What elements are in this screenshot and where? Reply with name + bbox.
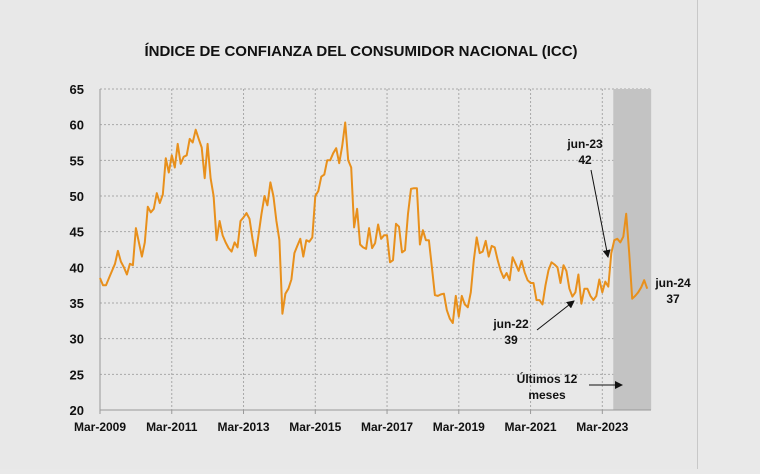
annotation-jun23-arrow [590, 169, 611, 258]
x-tick-label: Mar-2013 [218, 420, 270, 434]
x-tick-label: Mar-2017 [361, 420, 413, 434]
icc-line-chart: ÍNDICE DE CONFIANZA DEL CONSUMIDOR NACIO… [70, 43, 691, 434]
annotation-jun22-arrow [536, 300, 575, 331]
x-axis-ticks: Mar-2009 Mar-2011 Mar-2013 Mar-2015 Mar-2017… [74, 410, 629, 434]
x-tick-label: Mar-2023 [576, 420, 628, 434]
chart-title: ÍNDICE DE CONFIANZA DEL CONSUMIDOR NACIO… [144, 43, 577, 60]
gridlines [100, 88, 652, 410]
x-tick-label: Mar-2021 [505, 420, 557, 434]
shade-label-line1: Últimos 12 [517, 371, 578, 386]
shade-label-line2: meses [528, 388, 566, 402]
annotation-jun24-value: 37 [666, 292, 680, 306]
y-tick-label: 30 [70, 332, 84, 347]
annotation-jun22-value: 39 [504, 333, 518, 347]
y-tick-label: 20 [70, 403, 84, 418]
last-12-months-shade [613, 89, 652, 410]
y-tick-label: 60 [70, 118, 84, 133]
x-tick-label: Mar-2009 [74, 420, 126, 434]
y-tick-label: 65 [70, 82, 84, 97]
y-tick-label: 55 [70, 153, 84, 168]
x-tick-label: Mar-2019 [433, 420, 485, 434]
y-tick-label: 45 [70, 225, 84, 240]
annotation-jun23-value: 42 [578, 153, 592, 167]
x-tick-label: Mar-2011 [146, 420, 198, 434]
annotation-jun23-label: jun-23 [566, 137, 603, 151]
series-line-icc [99, 121, 649, 324]
y-axis-ticks: 20 25 30 35 40 45 50 55 60 65 [70, 82, 84, 418]
y-tick-label: 25 [70, 367, 84, 382]
y-tick-label: 50 [70, 189, 84, 204]
annotation-jun22-label: jun-22 [492, 317, 529, 331]
y-tick-label: 40 [70, 260, 84, 275]
annotation-jun24-label: jun-24 [654, 276, 691, 290]
y-tick-label: 35 [70, 296, 84, 311]
chart-frame: ÍNDICE DE CONFIANZA DEL CONSUMIDOR NACIO… [69, 0, 698, 469]
x-tick-label: Mar-2015 [289, 420, 341, 434]
